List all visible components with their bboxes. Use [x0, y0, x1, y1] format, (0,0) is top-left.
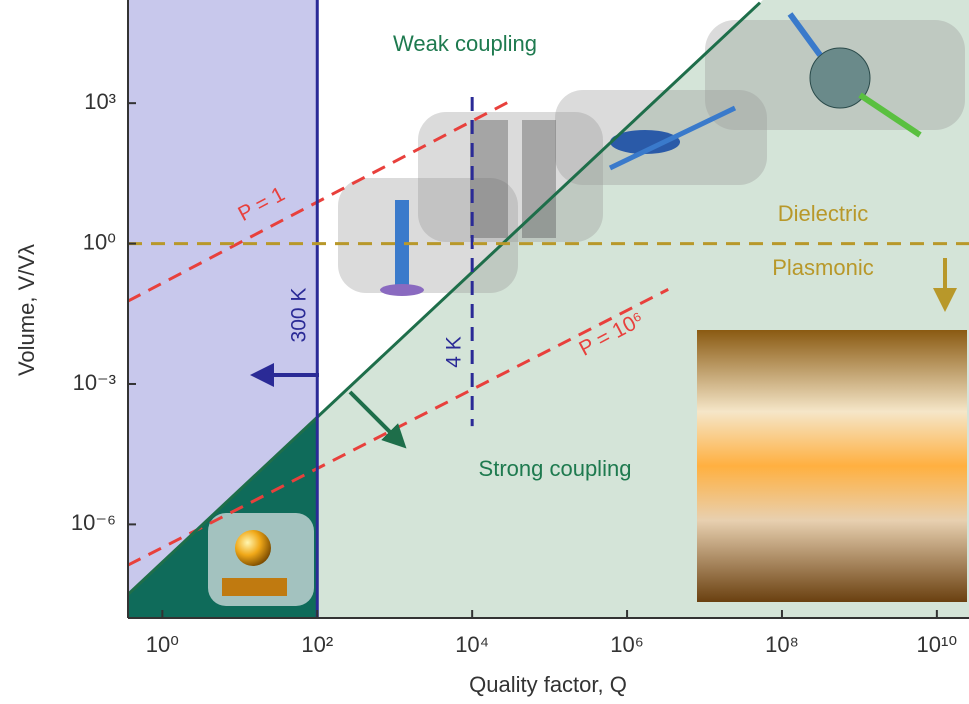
y-tick-label: 10⁻⁶ — [71, 510, 116, 535]
annotation: Weak coupling — [393, 31, 537, 56]
substrate — [222, 578, 287, 596]
vline-label: 4 K — [443, 336, 466, 368]
hline-label: Plasmonic — [772, 255, 873, 280]
y-tick-label: 10³ — [84, 89, 116, 114]
x-tick-label: 10¹⁰ — [917, 632, 958, 657]
y-tick-label: 10⁰ — [83, 229, 116, 254]
hline-label: Dielectric — [778, 201, 868, 226]
x-tick-label: 10⁴ — [455, 632, 489, 657]
x-tick-label: 10² — [301, 632, 333, 657]
chart: 10⁰10²10⁴10⁶10⁸10¹⁰10⁻⁶10⁻³10⁰10³ P = 1P… — [0, 0, 969, 704]
x-tick-label: 10⁶ — [610, 632, 644, 657]
nanoparticle — [235, 530, 271, 566]
y-tick-label: 10⁻³ — [73, 370, 116, 395]
y-axis-label: Volume, V/Vλ — [14, 244, 39, 376]
inset-plasmonic — [697, 330, 967, 602]
annotation: Strong coupling — [479, 456, 632, 481]
x-tick-label: 10⁸ — [765, 632, 799, 657]
x-tick-label: 10⁰ — [146, 632, 179, 657]
vline-label: 300 K — [288, 288, 311, 343]
pillar-base — [380, 284, 424, 296]
x-axis-label: Quality factor, Q — [469, 672, 627, 697]
